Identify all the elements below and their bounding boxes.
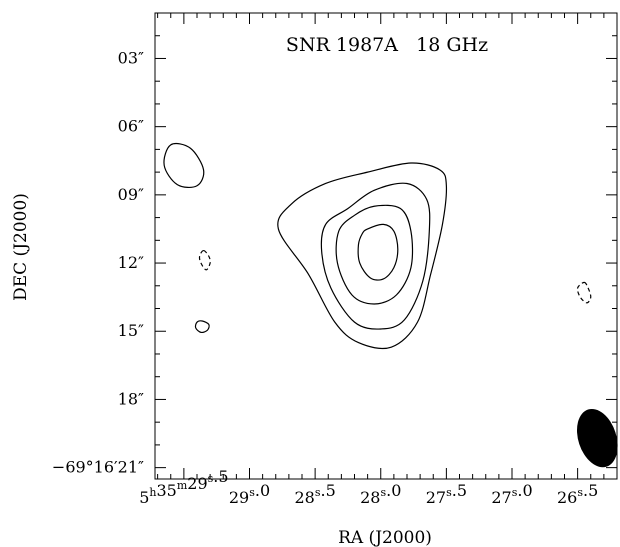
x-tick-label: 5h35m29s.5 bbox=[139, 467, 228, 507]
x-axis-label: RA (J2000) bbox=[338, 528, 432, 547]
plot-frame bbox=[154, 12, 618, 480]
y-tick-label: 03″ bbox=[118, 48, 144, 67]
x-tick-label: 28s.0 bbox=[360, 481, 401, 507]
chart-title: SNR 1987A 18 GHz bbox=[286, 34, 488, 56]
y-tick-label: 09″ bbox=[118, 185, 144, 204]
x-tick-label: 26s.5 bbox=[557, 481, 598, 507]
beam-ellipse bbox=[577, 408, 618, 468]
contour-line-2 bbox=[320, 182, 431, 330]
x-tick-label: 29s.0 bbox=[229, 481, 270, 507]
contour-line-1 bbox=[277, 162, 448, 350]
y-tick-label: −69°16′21″ bbox=[52, 458, 144, 477]
contour-lines bbox=[163, 142, 592, 350]
x-tick-label: 27s.0 bbox=[491, 481, 532, 507]
contour-line-4 bbox=[357, 223, 399, 281]
y-tick-label: 15″ bbox=[118, 321, 144, 340]
y-tick-labels: 03″ 06″ 09″ 12″ 15″ 18″ −69°16′21″ bbox=[52, 48, 144, 476]
beam-layer bbox=[577, 408, 618, 468]
contour-line-6 bbox=[198, 249, 211, 271]
y-tick-label: 06″ bbox=[118, 117, 144, 136]
y-axis-label: DEC (J2000) bbox=[11, 193, 31, 301]
contour-line-8 bbox=[576, 281, 592, 304]
contour-line-3 bbox=[335, 204, 414, 305]
axis-ticks bbox=[155, 13, 617, 479]
y-tick-label: 12″ bbox=[118, 253, 144, 272]
x-tick-label: 28s.5 bbox=[294, 481, 335, 507]
x-tick-label: 27s.5 bbox=[426, 481, 467, 507]
y-tick-label: 18″ bbox=[118, 389, 144, 408]
contour-line-7 bbox=[194, 320, 210, 334]
contour-line-5 bbox=[163, 142, 205, 188]
